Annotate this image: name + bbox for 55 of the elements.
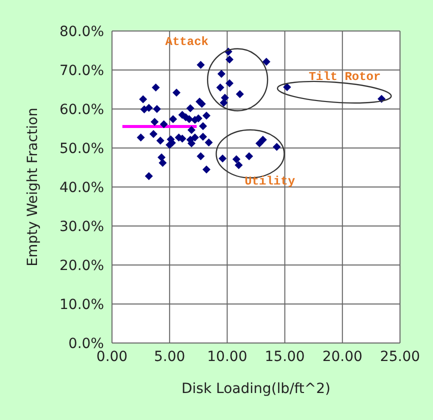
- point: [150, 118, 159, 126]
- point: [245, 152, 254, 160]
- point: [220, 94, 229, 102]
- point: [172, 88, 181, 97]
- point: [158, 153, 166, 162]
- x-tick-label: 20.00: [322, 348, 362, 365]
- point: [169, 115, 178, 124]
- point: [158, 158, 167, 167]
- point: [217, 70, 226, 78]
- x-axis-title: Disk Loading(lb/ft^2): [182, 381, 330, 397]
- y-tick-label: 20.0%: [60, 258, 104, 274]
- point: [202, 112, 210, 120]
- point: [152, 84, 160, 92]
- point: [144, 172, 153, 180]
- point: [218, 154, 227, 163]
- point: [216, 84, 224, 92]
- point: [136, 133, 145, 142]
- point: [220, 98, 228, 107]
- x-tick-label: 5.00: [154, 348, 186, 365]
- y-tick-label: 60.0%: [60, 102, 104, 118]
- point: [226, 55, 234, 64]
- point: [232, 155, 240, 164]
- annotation: Tilt Rotor: [308, 70, 381, 84]
- point: [202, 165, 210, 174]
- point: [262, 58, 270, 66]
- y-tick-label: 70.0%: [60, 62, 104, 79]
- point: [272, 142, 281, 151]
- y-tick-label: 80.0%: [60, 24, 104, 40]
- point: [258, 136, 267, 144]
- point: [234, 161, 243, 170]
- point: [139, 95, 148, 104]
- y-tick-label: 30.0%: [60, 218, 104, 235]
- point: [196, 152, 205, 160]
- y-tick-label: 40.0%: [60, 180, 104, 196]
- point: [160, 120, 168, 128]
- x-tick-label: 15.00: [264, 348, 305, 365]
- point: [186, 104, 194, 112]
- point: [149, 130, 158, 138]
- point: [156, 136, 164, 145]
- y-axis-title: Empty Weight Fraction: [24, 108, 41, 266]
- y-tick-label: 10.0%: [60, 296, 104, 313]
- y-tick-label: 50.0%: [60, 140, 104, 157]
- point: [196, 60, 205, 69]
- point: [283, 83, 292, 92]
- point: [187, 126, 196, 134]
- point: [199, 132, 208, 141]
- point: [226, 79, 234, 88]
- point: [204, 138, 213, 147]
- point: [152, 105, 161, 113]
- point: [144, 104, 153, 112]
- point: [199, 122, 208, 130]
- point: [236, 90, 244, 98]
- x-tick-label: 10.00: [207, 348, 248, 365]
- x-tick-label: 25.00: [380, 348, 420, 365]
- point: [190, 133, 199, 142]
